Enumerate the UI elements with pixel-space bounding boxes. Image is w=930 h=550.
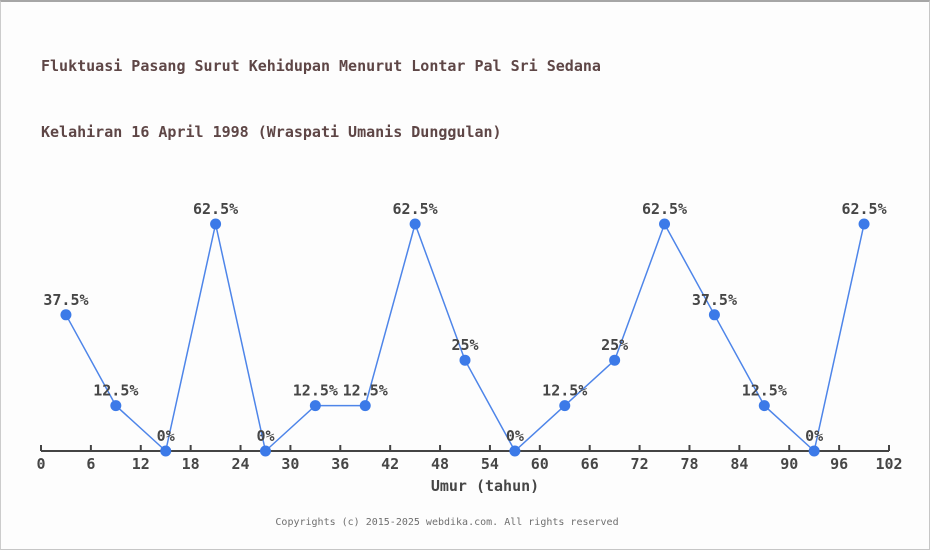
data-point-label: 12.5% <box>742 382 787 400</box>
data-point-marker <box>509 445 521 457</box>
data-point-marker <box>559 400 571 412</box>
data-point-label: 62.5% <box>642 200 687 218</box>
data-point-label: 12.5% <box>93 382 138 400</box>
data-point-label: 37.5% <box>692 291 737 309</box>
x-axis-tick-label: 102 <box>875 455 902 473</box>
x-axis-tick-label: 66 <box>581 455 599 473</box>
data-point-marker <box>309 400 321 412</box>
data-point-label: 25% <box>451 336 478 354</box>
x-axis-tick-label: 30 <box>281 455 299 473</box>
data-point-marker <box>708 309 720 321</box>
x-axis-tick-label: 36 <box>331 455 349 473</box>
data-point-marker <box>808 445 820 457</box>
data-point-marker <box>210 218 222 230</box>
data-point-marker <box>609 354 621 366</box>
copyright-text: Copyrights (c) 2015-2025 webdika.com. Al… <box>275 517 619 528</box>
data-point-marker <box>758 400 770 412</box>
data-point-marker <box>858 218 870 230</box>
data-point-marker <box>409 218 421 230</box>
data-point-marker <box>110 400 122 412</box>
x-axis-tick-label: 48 <box>431 455 449 473</box>
data-point-label: 12.5% <box>293 382 338 400</box>
data-point-marker <box>259 445 271 457</box>
x-axis-tick-label: 60 <box>531 455 549 473</box>
x-axis-tick-label: 12 <box>132 455 150 473</box>
data-point-label: 0% <box>157 427 175 445</box>
x-axis-tick-label: 78 <box>680 455 698 473</box>
data-point-label: 12.5% <box>542 382 587 400</box>
x-axis-tick-label: 6 <box>86 455 95 473</box>
data-point-label: 0% <box>805 427 823 445</box>
x-axis-tick-label: 54 <box>481 455 499 473</box>
data-point-label: 0% <box>506 427 524 445</box>
data-point-label: 62.5% <box>393 200 438 218</box>
data-point-label: 62.5% <box>193 200 238 218</box>
x-axis-tick-label: 24 <box>231 455 249 473</box>
data-point-marker <box>160 445 172 457</box>
data-point-label: 37.5% <box>43 291 88 309</box>
chart-subtitle: Kelahiran 16 April 1998 (Wraspati Umanis… <box>41 123 502 141</box>
data-point-label: 25% <box>601 336 628 354</box>
data-point-marker <box>459 354 471 366</box>
x-axis-tick-label: 18 <box>182 455 200 473</box>
x-axis-tick-label: 72 <box>631 455 649 473</box>
x-axis-tick-label: 84 <box>730 455 748 473</box>
x-axis-label: Umur (tahun) <box>430 477 540 495</box>
data-point-label: 0% <box>256 427 274 445</box>
x-axis-tick-label: 90 <box>780 455 798 473</box>
data-point-marker <box>60 309 72 321</box>
data-point-label: 62.5% <box>841 200 886 218</box>
data-point-label: 12.5% <box>343 382 388 400</box>
chart-title: Fluktuasi Pasang Surut Kehidupan Menurut… <box>41 57 601 75</box>
data-point-marker <box>659 218 671 230</box>
x-axis-tick-label: 0 <box>36 455 45 473</box>
chart-title-block: Fluktuasi Pasang Surut Kehidupan Menurut… <box>41 11 601 187</box>
x-axis-tick-label: 42 <box>381 455 399 473</box>
data-point-marker <box>359 400 371 412</box>
x-axis-tick-label: 96 <box>830 455 848 473</box>
